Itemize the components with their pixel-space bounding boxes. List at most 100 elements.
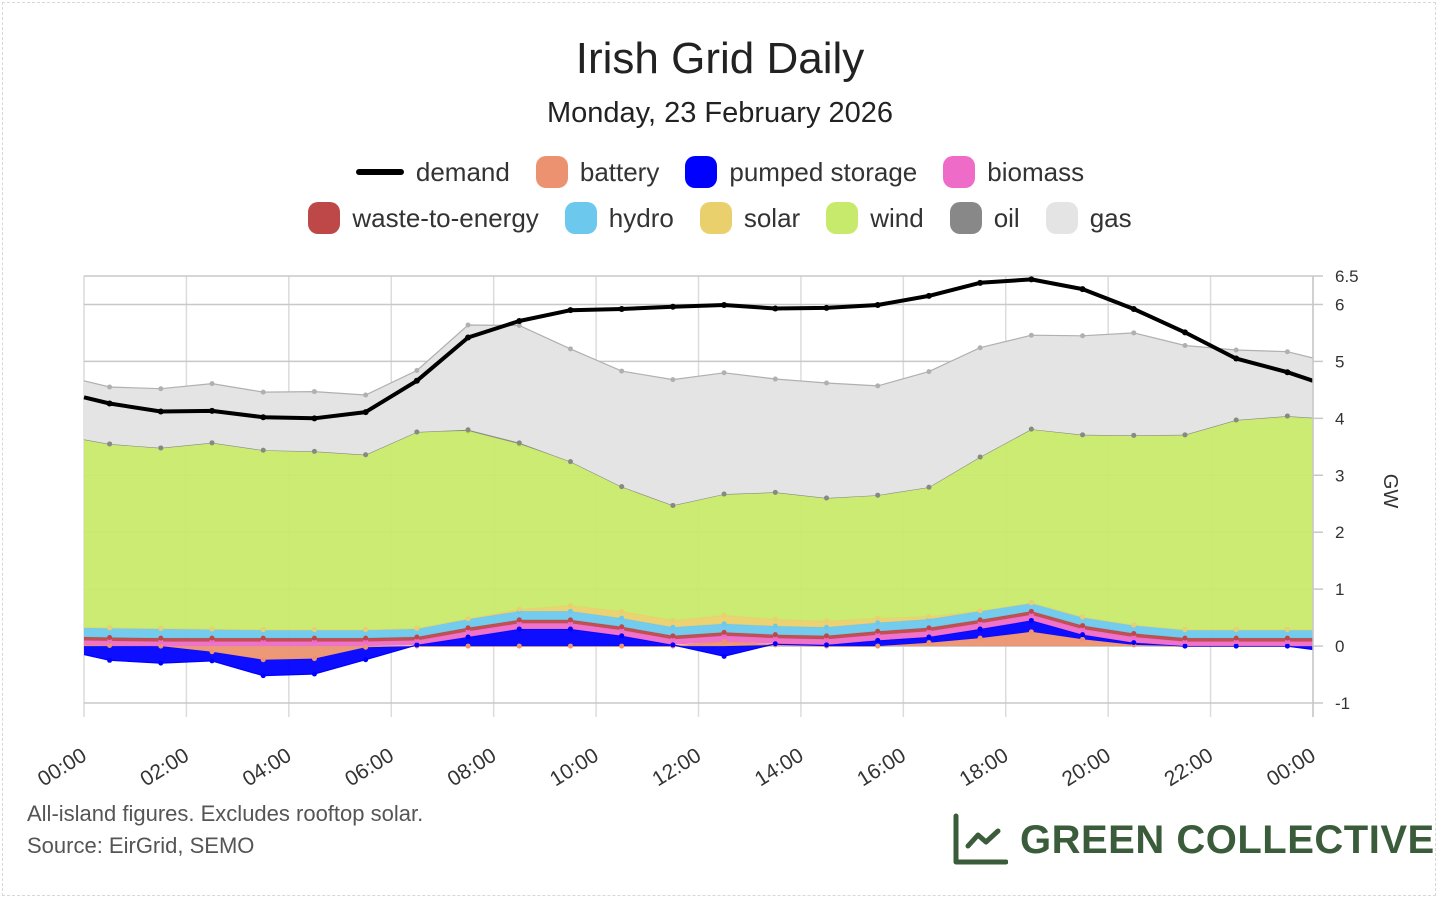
point-demand: [669, 303, 676, 310]
point-demand: [1233, 355, 1240, 362]
point-biomass: [1028, 612, 1034, 618]
point-biomass: [619, 627, 625, 633]
point-waste: [158, 635, 164, 641]
point-demand: [260, 414, 267, 421]
point-demand: [106, 400, 113, 407]
point-solar: [516, 606, 522, 612]
legend-item-pumped-storage[interactable]: pumped storage: [685, 156, 917, 188]
x-tick-label: 00:00: [34, 744, 91, 791]
legend-swatch-solar: [699, 202, 732, 234]
point-biomass: [516, 620, 522, 626]
point-battery: [209, 649, 215, 655]
point-oil: [875, 492, 881, 498]
point-biomass: [824, 636, 830, 642]
point-demand: [157, 408, 164, 415]
y-tick-label: 4: [1335, 409, 1344, 428]
point-battery: [926, 640, 932, 646]
y-tick-label: 6.5: [1335, 267, 1359, 286]
x-tick-label: 12:00: [648, 744, 705, 791]
point-waste: [1284, 635, 1290, 641]
x-tick-label: 14:00: [751, 744, 808, 791]
legend-label-waste-to-energy: waste-to-energy: [352, 202, 539, 233]
point-solar: [875, 615, 881, 621]
point-demand: [823, 304, 830, 311]
x-tick-label: 16:00: [853, 744, 910, 791]
chart-subtitle: Monday, 23 February 2026: [546, 97, 894, 129]
legend-item-gas[interactable]: gas: [1045, 202, 1132, 234]
point-battery: [363, 644, 369, 650]
point-gas: [465, 322, 471, 328]
point-waste: [311, 635, 317, 641]
point-gas: [875, 383, 881, 389]
point-solar: [311, 627, 317, 633]
point-biomass: [311, 639, 317, 645]
x-tick-label: 18:00: [956, 744, 1013, 791]
point-oil: [926, 484, 932, 490]
x-tick-label: 10:00: [546, 744, 603, 791]
point-biomass: [875, 632, 881, 638]
point-biomass: [721, 633, 727, 639]
point-pumped: [209, 658, 215, 664]
area-pumped: [84, 620, 1313, 676]
point-biomass: [926, 628, 932, 634]
area-edge-gas: [83, 324, 1314, 396]
point-battery: [1080, 636, 1086, 642]
chart-title: Irish Grid Daily: [575, 34, 865, 83]
y-tick-label: -1: [1335, 694, 1350, 713]
point-gas: [721, 370, 727, 376]
point-oil: [567, 459, 573, 465]
point-biomass: [1131, 634, 1137, 640]
y-tick-label: 0: [1335, 637, 1344, 656]
legend-item-oil[interactable]: oil: [949, 202, 1020, 234]
point-waste: [414, 634, 420, 640]
legend-item-demand[interactable]: demand: [355, 157, 510, 188]
legend-item-biomass[interactable]: biomass: [943, 156, 1084, 188]
point-waste: [363, 635, 369, 641]
point-battery: [977, 635, 983, 641]
legend-swatch-wind: [826, 202, 859, 234]
legend-item-battery[interactable]: battery: [535, 156, 660, 188]
point-solar: [977, 608, 983, 614]
point-gas: [1233, 347, 1239, 353]
point-gas: [1131, 330, 1137, 336]
point-pumped: [567, 626, 573, 632]
point-demand: [977, 279, 984, 286]
point-waste: [209, 635, 215, 641]
chart-trend-icon: [953, 813, 1008, 865]
point-oil: [363, 452, 369, 458]
area-biomass: [84, 614, 1313, 647]
point-solar: [721, 612, 727, 618]
legend-swatch-pumped-storage: [685, 156, 718, 188]
point-biomass: [158, 639, 164, 645]
point-solar: [260, 627, 266, 633]
point-oil: [1182, 432, 1188, 438]
point-gas: [1028, 332, 1034, 338]
point-battery: [260, 657, 266, 663]
legend-label-pumped-storage: pumped storage: [729, 156, 918, 187]
footnote-source: Source: EirGrid, SEMO: [27, 833, 255, 858]
point-demand: [721, 302, 728, 309]
point-waste: [1080, 623, 1086, 629]
legend-item-wind[interactable]: wind: [826, 202, 924, 234]
point-pumped: [1080, 632, 1086, 638]
point-battery: [1028, 629, 1034, 635]
point-solar: [926, 613, 932, 619]
point-demand: [925, 292, 932, 299]
point-waste: [926, 625, 932, 631]
point-oil: [1028, 426, 1034, 432]
legend-swatch-oil: [949, 202, 982, 234]
chart-demand-line: [83, 276, 1314, 422]
point-oil: [414, 429, 420, 435]
point-solar: [824, 618, 830, 624]
point-gas: [158, 386, 164, 392]
point-demand: [1079, 286, 1086, 293]
legend-item-solar[interactable]: solar: [699, 202, 800, 234]
legend-label-hydro: hydro: [608, 202, 674, 233]
legend-label-battery: battery: [579, 156, 660, 187]
legend-item-waste-to-energy[interactable]: waste-to-energy: [308, 202, 539, 234]
point-gas: [107, 384, 113, 390]
point-biomass: [977, 620, 983, 626]
area-battery: [84, 631, 1313, 660]
point-gas: [1080, 333, 1086, 339]
legend-item-hydro[interactable]: hydro: [564, 202, 674, 234]
